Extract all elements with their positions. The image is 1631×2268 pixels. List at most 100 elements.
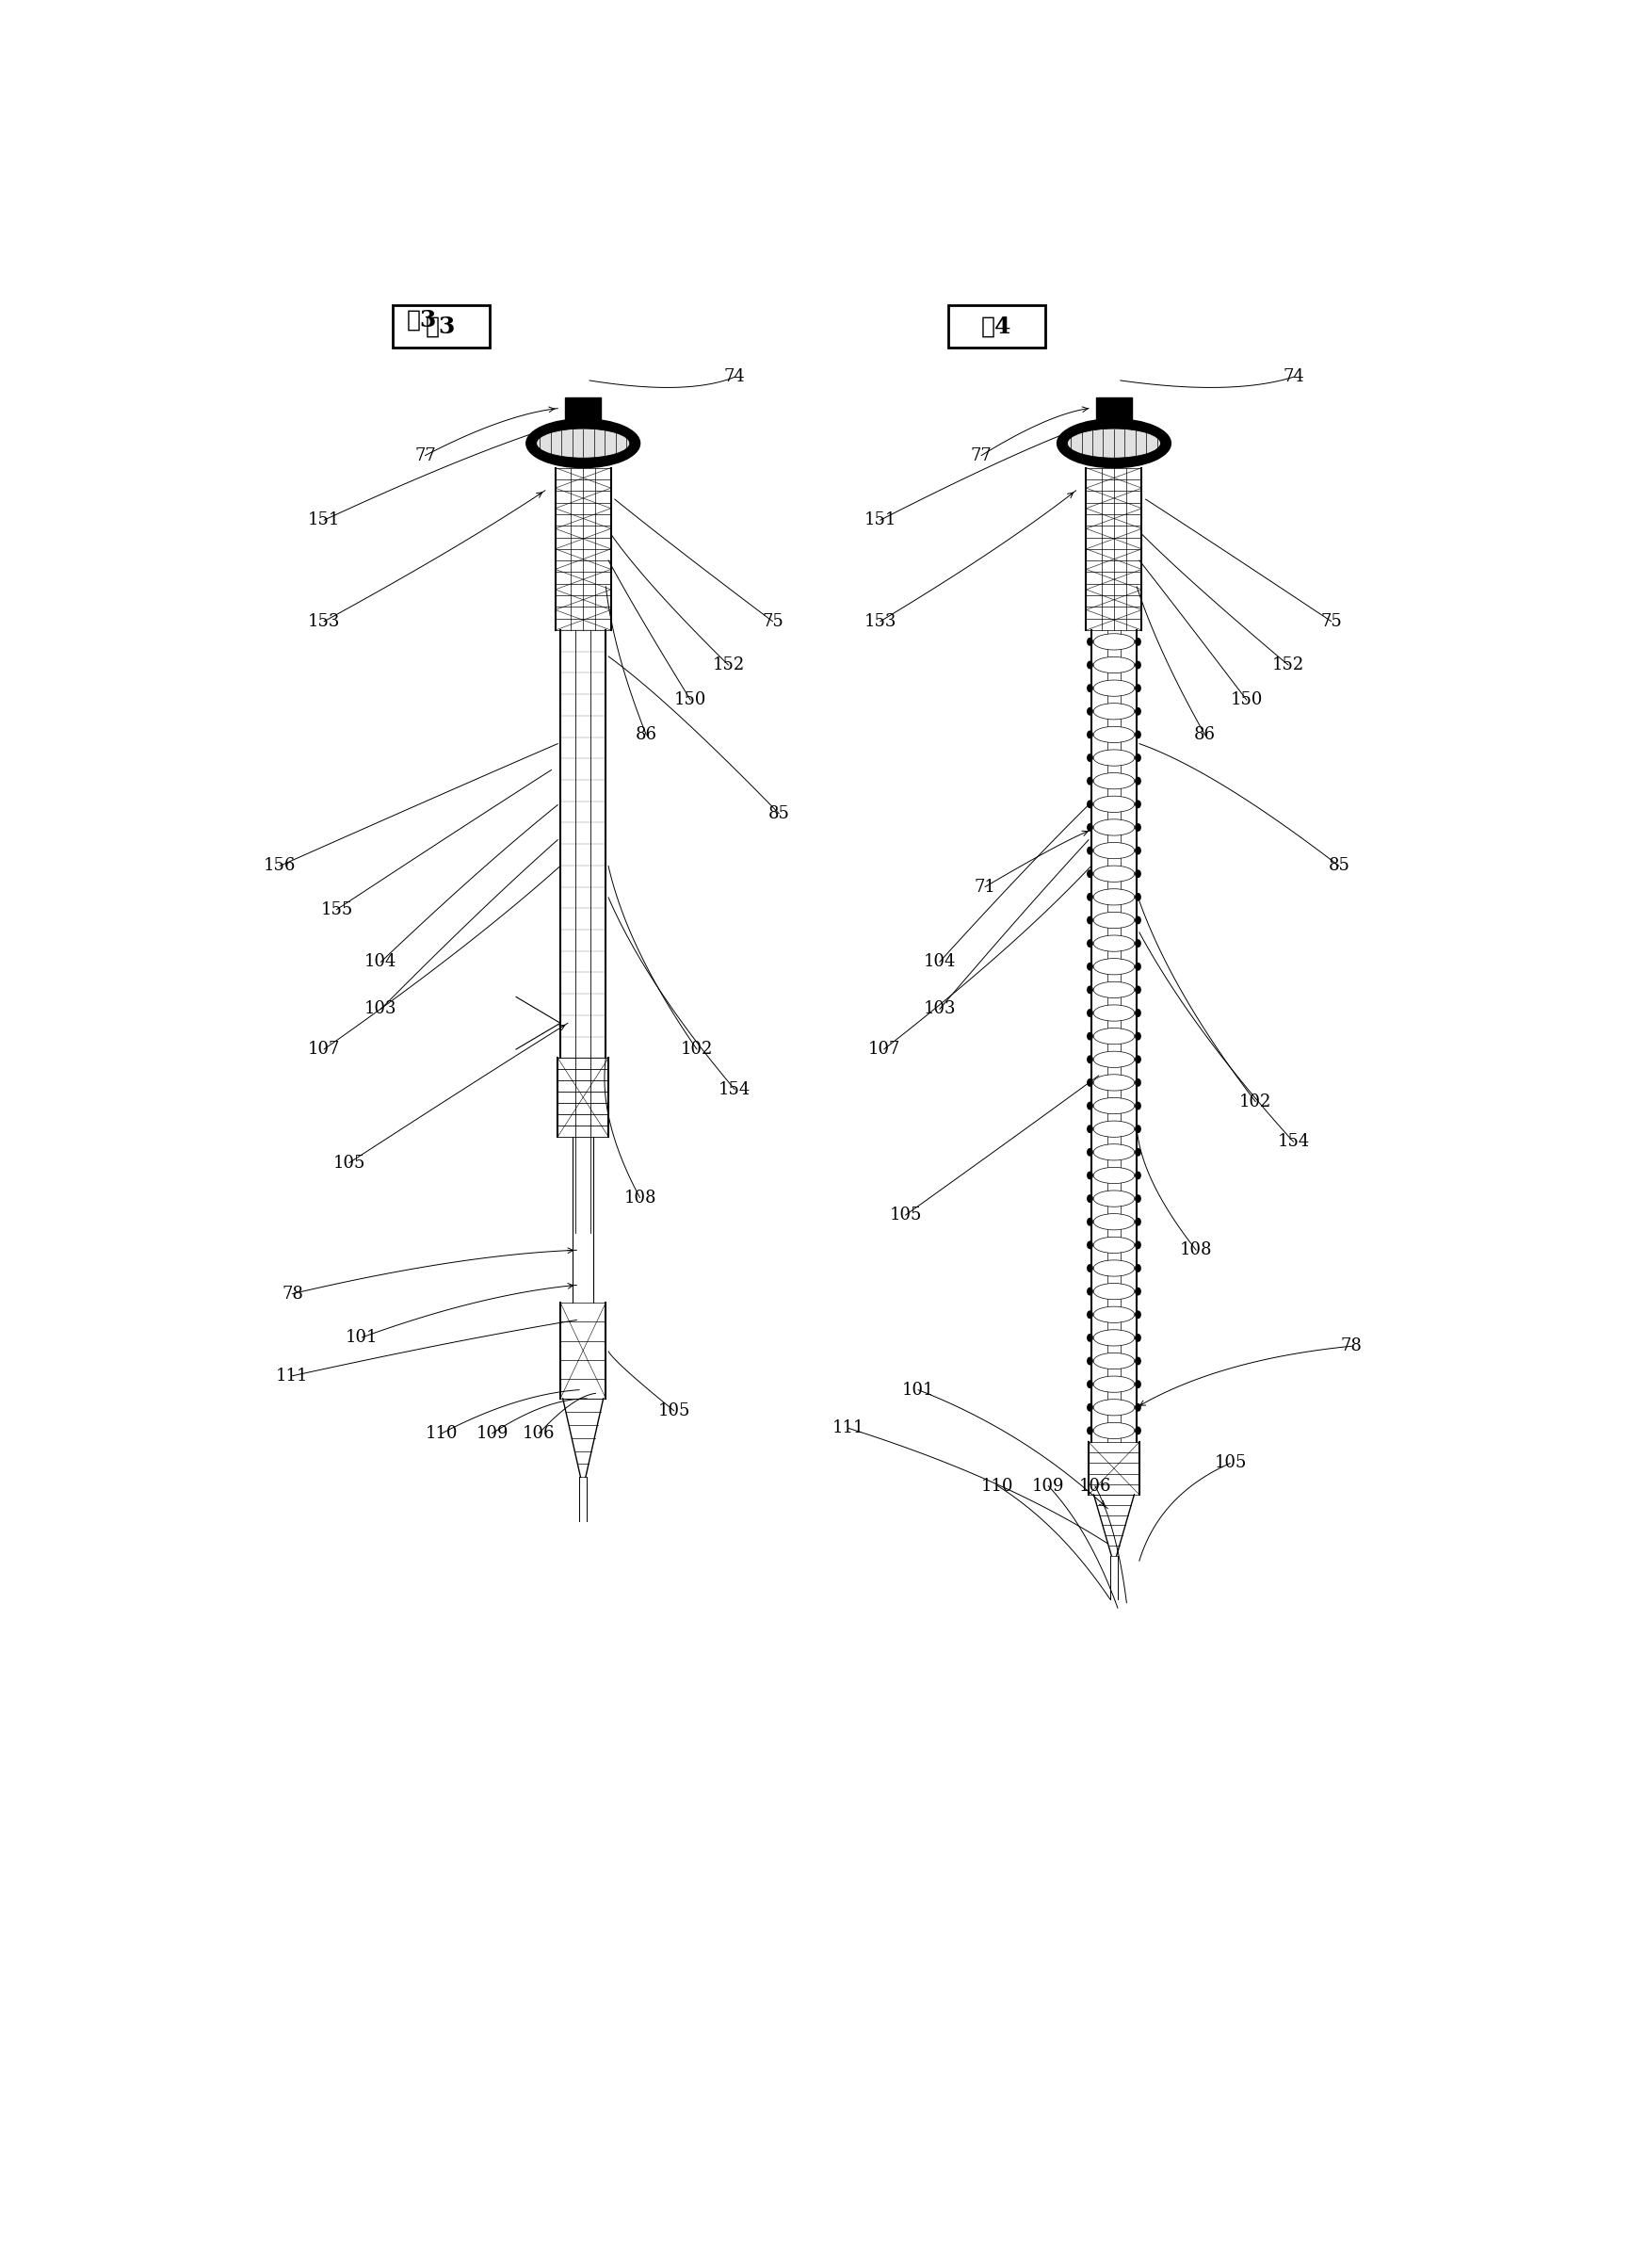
Circle shape [1135,1241,1140,1247]
Ellipse shape [1093,796,1135,812]
Ellipse shape [1093,1098,1135,1114]
Circle shape [1135,1057,1140,1064]
Text: 106: 106 [522,1424,555,1442]
Ellipse shape [1093,773,1135,789]
Ellipse shape [1093,1075,1135,1091]
Circle shape [1088,755,1093,762]
Text: 152: 152 [713,658,745,674]
Text: 図4: 図4 [982,315,1011,338]
Ellipse shape [1093,1027,1135,1043]
Text: 78: 78 [282,1286,303,1302]
Ellipse shape [537,429,630,458]
Circle shape [1135,801,1140,807]
Circle shape [1088,1334,1093,1340]
Text: 151: 151 [308,513,341,528]
Circle shape [1088,916,1093,923]
Circle shape [1135,871,1140,878]
Circle shape [1135,1334,1140,1340]
Circle shape [1088,1195,1093,1202]
Text: 図3: 図3 [426,315,455,338]
Circle shape [1135,1404,1140,1411]
Circle shape [1135,1009,1140,1016]
Text: 110: 110 [426,1424,458,1442]
Circle shape [1088,894,1093,900]
Text: 101: 101 [346,1329,378,1345]
Text: 図3: 図3 [406,308,437,331]
Circle shape [1135,987,1140,993]
Circle shape [1088,1381,1093,1388]
Circle shape [1088,1080,1093,1086]
Circle shape [1088,685,1093,692]
Text: 74: 74 [1282,367,1305,386]
Text: 75: 75 [1321,612,1342,631]
Circle shape [1088,1311,1093,1318]
Circle shape [1135,823,1140,830]
Text: 111: 111 [276,1368,308,1383]
Text: 85: 85 [1328,857,1350,875]
Circle shape [1088,1173,1093,1179]
Circle shape [1088,1218,1093,1225]
Text: 103: 103 [365,1000,396,1018]
Circle shape [1088,846,1093,855]
Ellipse shape [1093,1052,1135,1068]
Text: 102: 102 [680,1041,713,1057]
Text: 154: 154 [719,1082,750,1098]
Text: 105: 105 [657,1402,690,1420]
Ellipse shape [1093,633,1135,651]
Circle shape [1088,987,1093,993]
Ellipse shape [1093,889,1135,905]
Circle shape [1088,823,1093,830]
FancyBboxPatch shape [948,306,1045,347]
Text: 105: 105 [333,1154,365,1170]
Ellipse shape [1093,1377,1135,1393]
Circle shape [1135,916,1140,923]
Ellipse shape [1093,959,1135,975]
Text: 105: 105 [1213,1454,1246,1472]
Circle shape [1135,1148,1140,1157]
Circle shape [1135,730,1140,737]
Circle shape [1135,1032,1140,1039]
Ellipse shape [1093,982,1135,998]
Text: 107: 107 [308,1041,341,1057]
Circle shape [1135,685,1140,692]
Ellipse shape [1093,1213,1135,1229]
Circle shape [1135,1381,1140,1388]
Circle shape [1088,1148,1093,1157]
Circle shape [1135,1102,1140,1109]
Text: 111: 111 [832,1420,864,1436]
Circle shape [1088,939,1093,946]
Ellipse shape [1093,1236,1135,1254]
Bar [1096,397,1132,420]
Text: 71: 71 [974,878,997,896]
Text: 77: 77 [970,447,992,465]
Text: 152: 152 [1272,658,1305,674]
Text: 102: 102 [1240,1093,1272,1109]
Text: 156: 156 [264,857,295,875]
Circle shape [1088,730,1093,737]
Text: 74: 74 [724,367,745,386]
Circle shape [1135,662,1140,669]
Circle shape [1088,1102,1093,1109]
Circle shape [1135,894,1140,900]
Ellipse shape [1093,1422,1135,1438]
Circle shape [1135,778,1140,785]
Circle shape [1135,846,1140,855]
Text: 154: 154 [1277,1134,1310,1150]
Text: 104: 104 [365,953,396,971]
Circle shape [1135,964,1140,971]
Text: 153: 153 [864,612,897,631]
Ellipse shape [1093,819,1135,835]
Ellipse shape [1093,866,1135,882]
Circle shape [1088,1032,1093,1039]
Circle shape [1135,1080,1140,1086]
Circle shape [1088,637,1093,646]
Bar [566,397,600,420]
Ellipse shape [1093,1284,1135,1300]
Circle shape [1135,755,1140,762]
Text: 151: 151 [864,513,897,528]
Circle shape [1135,1288,1140,1295]
Circle shape [1135,708,1140,714]
Text: 109: 109 [1032,1476,1065,1495]
Text: 106: 106 [1078,1476,1111,1495]
Circle shape [1088,1427,1093,1433]
